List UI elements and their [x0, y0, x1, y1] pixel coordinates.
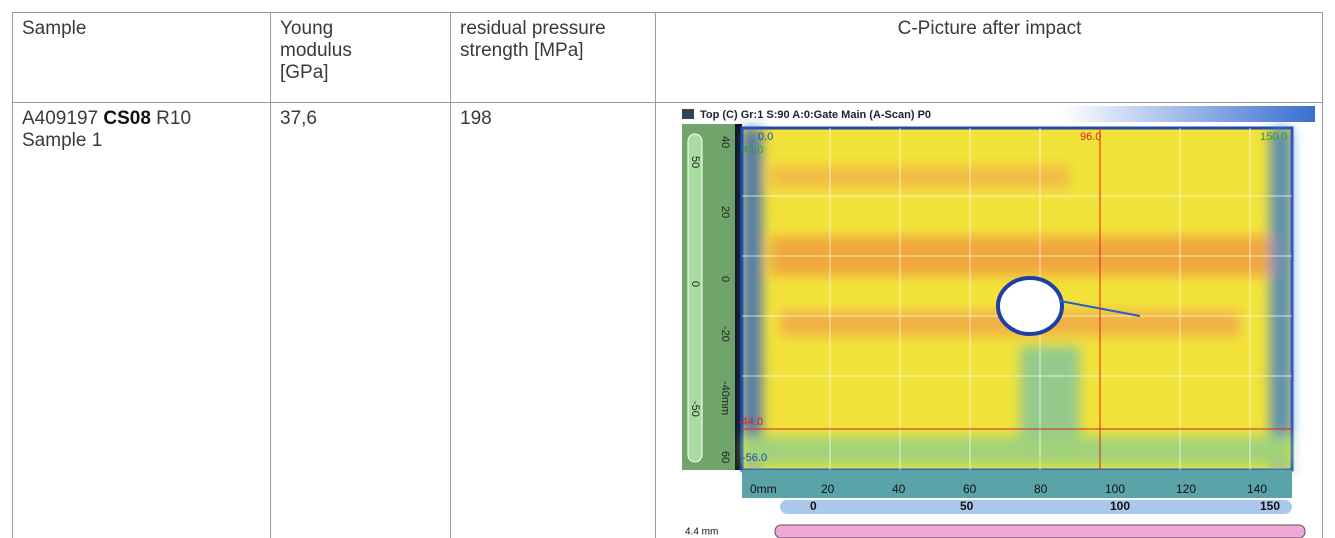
ruler-label: 60: [719, 451, 731, 463]
header-cell: residual pressure strength [MPa]: [452, 14, 652, 66]
border: [270, 12, 271, 538]
scale-label: 150: [1260, 499, 1280, 513]
ruler-label: 0: [719, 276, 731, 282]
strength-cell: 198: [452, 104, 500, 134]
bottom-ruler-label: 80: [1034, 482, 1048, 496]
slider-label: 0: [689, 281, 701, 287]
sample-id-bold: CS08: [103, 108, 151, 129]
bottom-ruler-label: 40: [892, 482, 906, 496]
scan-title: Top (C) Gr:1 S:90 A:0:Gate Main (A-Scan)…: [700, 109, 931, 121]
bottom-ruler-label: 100: [1105, 482, 1125, 496]
scale-label: 0: [810, 499, 817, 513]
slider-label: -50: [689, 401, 701, 417]
scan-label: -44.0: [738, 416, 763, 428]
modulus-cell: 37,6: [272, 104, 325, 134]
border: [655, 12, 656, 538]
c-scan-image: Top (C) Gr:1 S:90 A:0:Gate Main (A-Scan)…: [680, 106, 1315, 538]
header-cell: Young modulus [GPa]: [272, 14, 402, 88]
border: [450, 12, 451, 538]
border: [12, 12, 13, 538]
scan-label: 96.0: [1080, 131, 1101, 143]
scan-label: 150.0: [1260, 131, 1288, 143]
bottom-ruler-label: 60: [963, 482, 977, 496]
scale-label: 50: [960, 499, 974, 513]
header-cell: Sample: [14, 14, 270, 44]
scale-label: 100: [1110, 499, 1130, 513]
scan-label: 44.0: [742, 144, 763, 156]
header-cell: C-Picture after impact: [657, 14, 1322, 44]
border: [12, 102, 1323, 103]
border: [1322, 12, 1323, 538]
sample-id: R10: [156, 108, 191, 129]
slider-label: 50: [689, 156, 701, 168]
bottom-ruler-label: 120: [1176, 482, 1196, 496]
sample-cell: A409197 CS08 R10 Sample 1: [14, 104, 270, 156]
thickness-label: 4.4 mm: [685, 527, 718, 538]
ruler-label: -40mm: [719, 381, 731, 415]
ruler-label: 20: [719, 206, 731, 218]
border: [12, 12, 1323, 13]
scan-label: -56.0: [742, 452, 767, 464]
scan-label: 0.0: [758, 131, 773, 143]
bottom-ruler-label: 20: [821, 482, 835, 496]
sample-id: A409197: [22, 108, 98, 129]
ruler-label: 40: [719, 136, 731, 148]
bottom-ruler-label: 140: [1247, 482, 1267, 496]
page: Sample Young modulus [GPa] residual pres…: [0, 0, 1335, 538]
sample-name: Sample 1: [22, 130, 102, 151]
ruler-label: -20: [719, 326, 731, 342]
bottom-ruler-label: 0mm: [750, 482, 777, 496]
